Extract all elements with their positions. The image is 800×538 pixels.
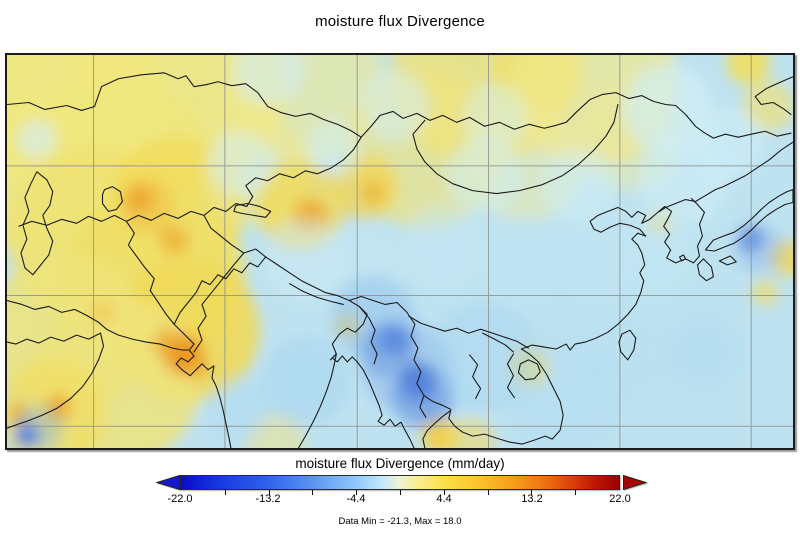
coastline (517, 359, 541, 381)
colorbar-tick-label: -13.2 (255, 493, 281, 505)
coastline (233, 202, 272, 218)
country-border (412, 103, 619, 195)
anomaly-field (7, 55, 793, 448)
country-border (203, 214, 267, 258)
coastline (718, 255, 737, 266)
coastline (679, 254, 687, 262)
coastline (297, 353, 415, 448)
graticule (7, 55, 793, 448)
colorbar-tick-label: 22.0 (609, 493, 631, 505)
country-border (506, 353, 515, 399)
colorbar-tick (443, 490, 445, 495)
country-border (203, 136, 362, 216)
map-canvas (7, 55, 793, 448)
colorbar-tick-label: -22.0 (167, 493, 193, 505)
colorbar-tick (575, 490, 577, 495)
page-title: moisture flux Divergence (315, 13, 485, 30)
coastline (714, 141, 793, 191)
colorbar-tick-label: 4.4 (436, 493, 452, 505)
colorbar-tick (487, 490, 489, 495)
coastline (754, 76, 793, 115)
coastline (7, 332, 102, 345)
coastline (7, 299, 232, 448)
coastline (704, 189, 793, 252)
coastline (618, 329, 637, 361)
country-border (289, 283, 344, 306)
coastline (696, 258, 714, 282)
colorbar-tick (224, 490, 226, 495)
colorbar-tick (531, 490, 533, 495)
coastlines-and-borders (7, 72, 793, 448)
country-border (348, 295, 427, 418)
colorbar-left-arrow-icon (155, 474, 180, 491)
colorbar-tick (400, 490, 401, 495)
coastline (101, 186, 123, 212)
colorbar-tick (356, 490, 358, 495)
country-border (379, 92, 792, 139)
colorbar-tick-labels: -22.0 -13.2 -4.4 4.4 13.2 22.0 (167, 493, 630, 507)
colorbar-gradient (180, 475, 620, 495)
country-border (408, 315, 529, 349)
country-border (193, 252, 245, 353)
colorbar-footnote: Data Min = -21.3, Max = 18.0 (338, 516, 462, 527)
country-border (329, 305, 368, 361)
colorbar-title: moisture flux Divergence (mm/day) (295, 456, 505, 471)
country-border (423, 394, 452, 410)
country-border (7, 72, 381, 138)
country-border (469, 354, 482, 400)
country-border (18, 210, 205, 227)
country-border (125, 220, 175, 325)
country-border (173, 256, 267, 350)
coastline (7, 332, 105, 429)
country-border (358, 305, 378, 365)
colorbar-tick (268, 490, 270, 495)
country-border (265, 256, 360, 307)
colorbar-tick-label: -4.4 (346, 493, 366, 505)
country-border (482, 332, 514, 353)
coastline (422, 197, 705, 448)
colorbar-right-arrow-icon (623, 474, 648, 491)
colorbar-tick (312, 490, 314, 495)
coastline (20, 171, 54, 276)
colorbar-tick-label: 13.2 (521, 493, 543, 505)
map-panel (5, 53, 795, 450)
